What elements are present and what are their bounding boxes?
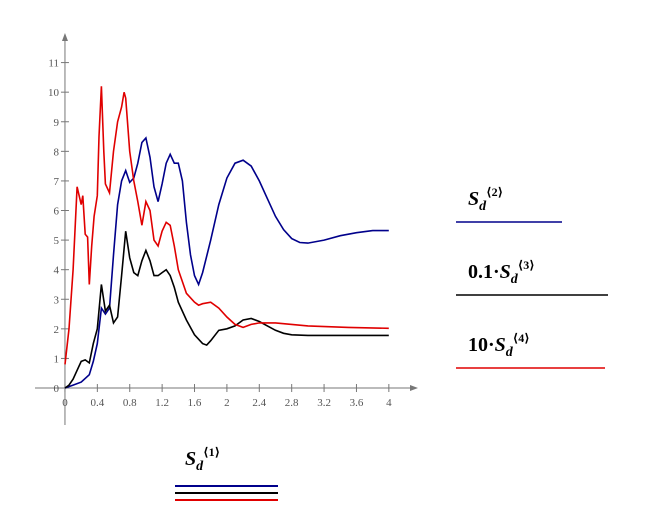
label-prefix: 10· [468, 334, 495, 356]
y-tick-label: 7 [53, 176, 59, 188]
series-line [64, 136, 389, 389]
label-superscript: ⟨2⟩ [486, 185, 503, 199]
label-superscript: ⟨1⟩ [203, 445, 220, 459]
label-prefix: 0.1· [468, 261, 500, 283]
label-base: S [468, 188, 479, 210]
label-subscript: d [511, 272, 519, 287]
label-superscript: ⟨4⟩ [513, 331, 530, 345]
x-tick-label: 1.6 [188, 397, 202, 409]
legend-label: Sd⟨2⟩ [468, 185, 503, 214]
x-tick-label: 3.2 [317, 397, 331, 409]
x-tick-label: 0.8 [123, 397, 137, 409]
label-superscript: ⟨3⟩ [518, 258, 535, 272]
x-tick-label: 4 [386, 397, 392, 409]
legend-label: 10·Sd⟨4⟩ [468, 331, 530, 360]
y-tick-label: 1 [53, 353, 59, 365]
y-axis-arrow [61, 33, 68, 41]
x-tick-label: 0.4 [90, 397, 104, 409]
x-tick-label: 0 [62, 397, 68, 409]
x-axis-arrow [410, 385, 418, 392]
x-tick-label: 2.4 [252, 397, 266, 409]
y-tick-label: 6 [53, 206, 59, 218]
y-tick-label: 11 [48, 58, 59, 70]
label-base: S [185, 448, 196, 470]
label-subscript: d [479, 199, 487, 214]
y-tick-label: 3 [53, 294, 59, 306]
x-tick-label: 1.2 [155, 397, 169, 409]
y-tick-label: 8 [53, 146, 59, 158]
x-tick-label: 2 [224, 397, 230, 409]
series-line [64, 231, 389, 389]
label-subscript: d [506, 345, 514, 360]
y-tick-label: 10 [48, 87, 60, 99]
label-base: S [500, 261, 511, 283]
y-tick-label: 4 [53, 265, 59, 277]
x-tick-label: 2.8 [285, 397, 299, 409]
y-tick-label: 2 [53, 324, 59, 336]
label-base: S [495, 334, 506, 356]
legend-label: 0.1·Sd⟨3⟩ [468, 258, 535, 287]
x-tick-label: 3.6 [350, 397, 364, 409]
y-tick-label: 5 [53, 235, 59, 247]
y-tick-label: 9 [53, 117, 59, 129]
y-tick-label: 0 [53, 383, 59, 395]
series-line [64, 86, 389, 365]
x-axis-label: Sd⟨1⟩ [185, 445, 220, 474]
label-subscript: d [196, 459, 204, 474]
